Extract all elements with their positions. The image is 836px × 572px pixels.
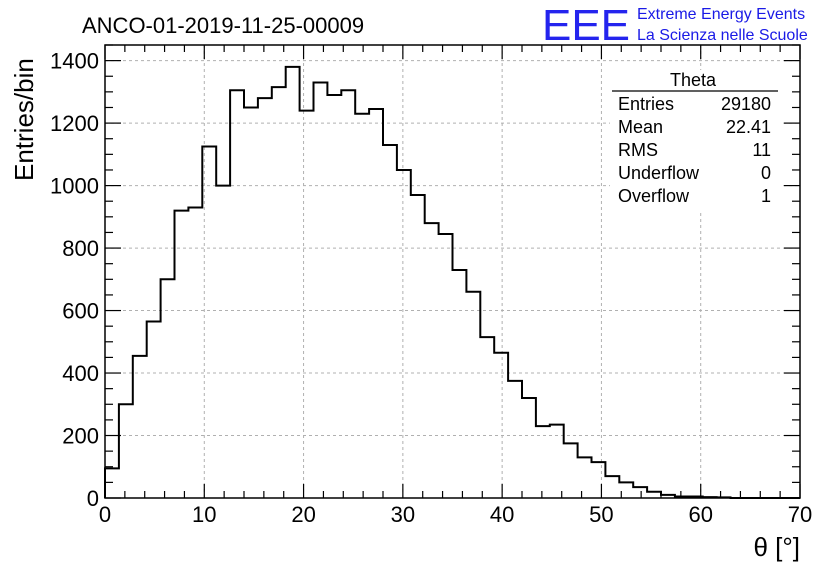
axis-ticks bbox=[104, 44, 801, 499]
logo-line-1: Extreme Energy Events bbox=[637, 6, 805, 23]
y-tick-labels: 0 200 400 600 800 1000 1200 1400 bbox=[50, 49, 99, 511]
y-tick-label: 600 bbox=[62, 299, 99, 324]
stats-title: Theta bbox=[670, 70, 717, 90]
chart-title: ANCO-01-2019-11-25-00009 bbox=[82, 13, 364, 38]
logo-mark: EEE bbox=[542, 1, 630, 50]
stats-value: 11 bbox=[752, 140, 771, 160]
stats-rows: Entries 29180 Mean 22.41 RMS 11 Underflow 0 Over… bbox=[618, 94, 771, 206]
stats-box-bg bbox=[610, 70, 780, 210]
stats-label: RMS bbox=[618, 140, 658, 160]
x-axis-label: θ [°] bbox=[753, 532, 800, 562]
y-tick-label: 400 bbox=[62, 361, 99, 386]
x-tick-label: 70 bbox=[788, 502, 812, 527]
x-tick-label: 20 bbox=[291, 502, 315, 527]
x-tick-labels: 0 10 20 30 40 50 60 70 bbox=[99, 502, 812, 527]
y-tick-label: 1000 bbox=[50, 174, 99, 199]
x-tick-label: 0 bbox=[99, 502, 111, 527]
y-tick-label: 1400 bbox=[50, 49, 99, 74]
stats-value: 0 bbox=[761, 163, 771, 183]
stats-value: 29180 bbox=[721, 94, 771, 114]
y-axis-label: Entries/bin bbox=[9, 58, 39, 181]
y-tick-label: 1200 bbox=[50, 111, 99, 136]
y-tick-label: 0 bbox=[87, 486, 99, 511]
stats-value: 1 bbox=[761, 186, 771, 206]
x-tick-label: 40 bbox=[490, 502, 514, 527]
logo-line-2: La Scienza nelle Scuole bbox=[637, 27, 808, 44]
stats-value: 22.41 bbox=[726, 117, 771, 137]
stats-label: Mean bbox=[618, 117, 663, 137]
x-tick-label: 10 bbox=[192, 502, 216, 527]
histogram-outline bbox=[104, 65, 800, 499]
stats-label: Overflow bbox=[618, 186, 690, 206]
y-tick-label: 800 bbox=[62, 236, 99, 261]
x-tick-label: 50 bbox=[589, 502, 613, 527]
eee-logo: EEE Extreme Energy Events La Scienza nel… bbox=[542, 1, 808, 50]
stats-box: Theta Entries 29180 Mean 22.41 RMS 11 Underflo… bbox=[610, 70, 780, 210]
plot-frame bbox=[104, 44, 801, 499]
y-tick-label: 200 bbox=[62, 424, 99, 449]
stats-label: Underflow bbox=[618, 163, 700, 183]
x-tick-label: 30 bbox=[391, 502, 415, 527]
x-tick-label: 60 bbox=[688, 502, 712, 527]
stats-label: Entries bbox=[618, 94, 674, 114]
